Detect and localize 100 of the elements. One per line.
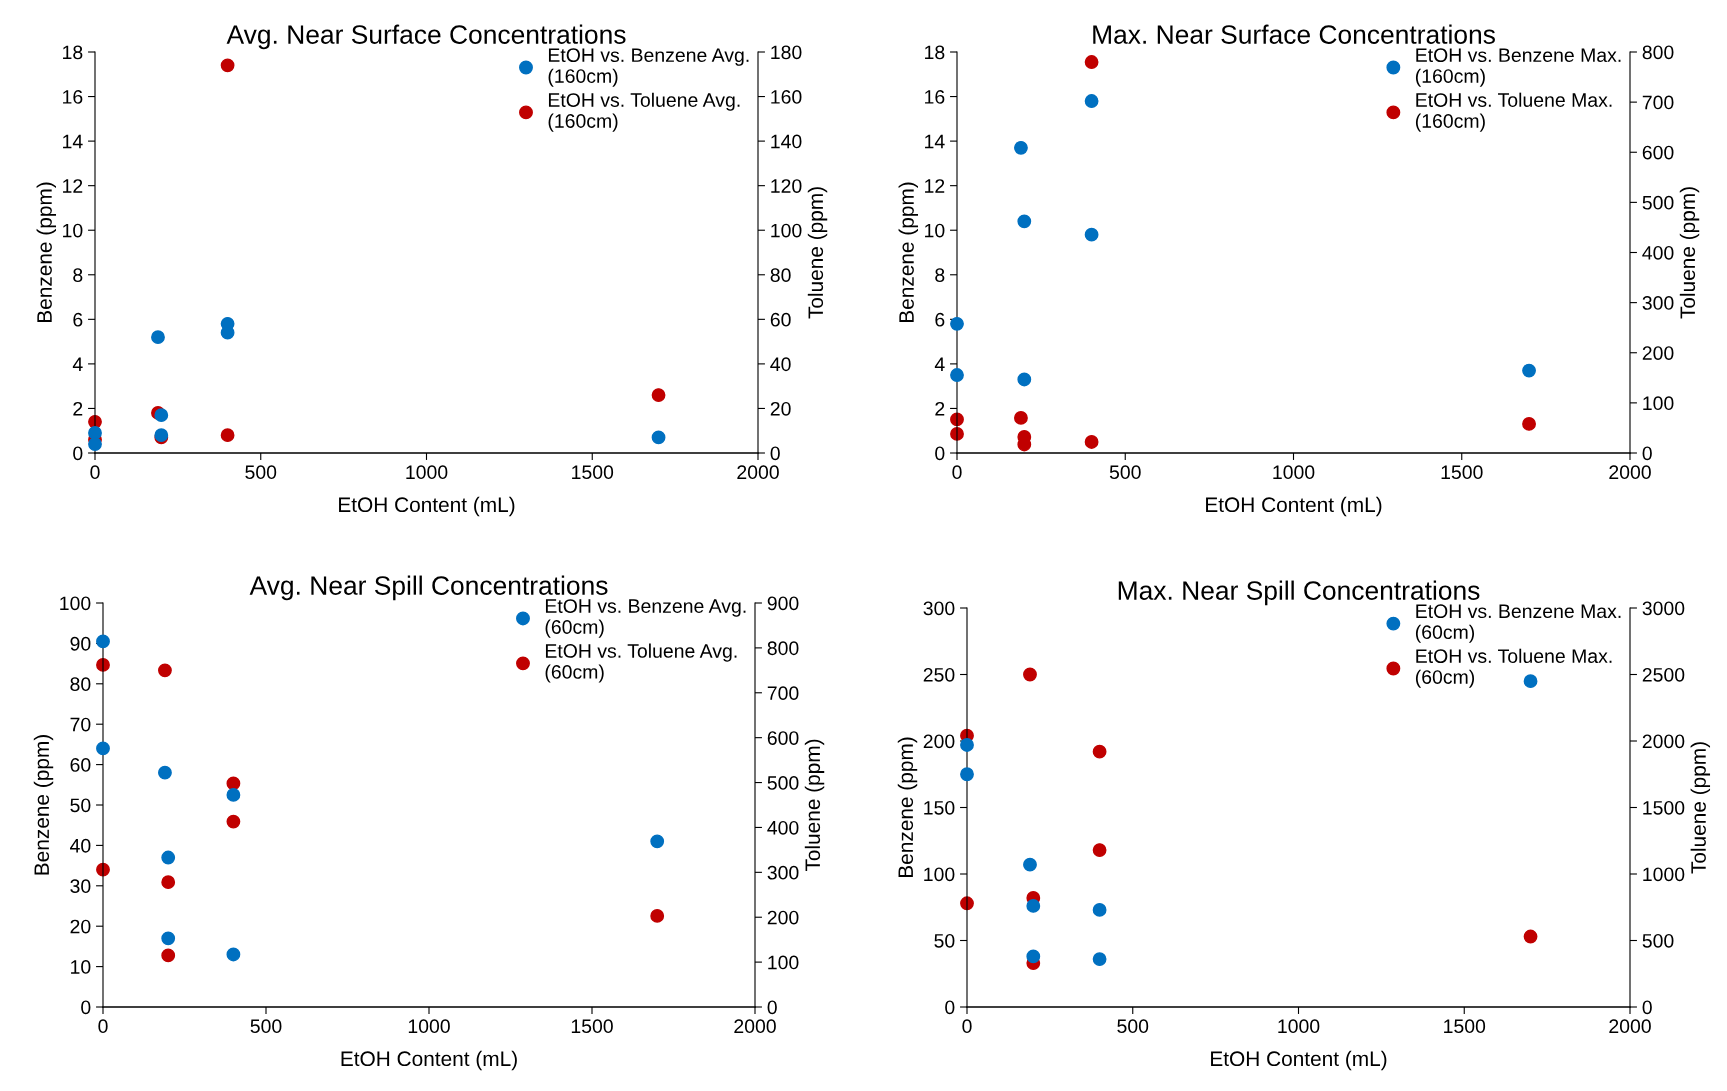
x-tick-label: 1000	[408, 1019, 450, 1034]
point	[88, 437, 102, 451]
y-tick-label: 90	[70, 636, 91, 651]
point	[650, 834, 665, 849]
y2-axis-title: Toluene (ppm)	[807, 187, 828, 319]
point	[1523, 674, 1538, 689]
point	[651, 388, 666, 402]
point	[651, 430, 666, 445]
x-tick-label: 1000	[1273, 465, 1315, 480]
legend-label: EtOH vs. Benzene Avg. (60cm)	[545, 599, 746, 638]
point	[161, 948, 176, 963]
y2-tick-label: 300	[767, 865, 799, 880]
y-tick-label: 6	[935, 312, 945, 327]
y-tick-label: 18	[63, 45, 83, 60]
x-tick-label: 0	[98, 1019, 108, 1034]
y2-tick-label: 20	[770, 401, 791, 416]
y2-tick-label: 0	[770, 446, 780, 461]
legend-label: EtOH vs. Toluene Avg. (60cm)	[545, 643, 737, 683]
y2-tick-label: 600	[767, 731, 799, 745]
point	[1023, 857, 1037, 872]
y2-tick-label: 3000	[1642, 601, 1685, 616]
legend-label: EtOH vs. Benzene Max. (60cm)	[1415, 604, 1621, 643]
point	[1017, 372, 1032, 387]
y2-tick-label: 1000	[1643, 867, 1685, 882]
x-tick-label: 1000	[406, 465, 448, 480]
y-tick-label: 200	[923, 734, 955, 749]
y-axis-title: Benzene (ppm)	[898, 182, 919, 322]
y2-tick-label: 0	[1642, 1000, 1652, 1015]
point	[88, 426, 102, 440]
y-tick-label: 0	[945, 1000, 955, 1015]
point	[1092, 843, 1107, 857]
y2-tick-label: 60	[770, 312, 791, 327]
point	[960, 767, 974, 782]
y2-tick-label: 800	[1642, 45, 1674, 60]
point	[950, 316, 964, 331]
y-tick-label: 6	[73, 312, 83, 327]
y-tick-label: 100	[60, 596, 91, 611]
y-tick-label: 18	[925, 45, 945, 60]
y2-tick-label: 700	[767, 686, 799, 701]
y-axis-title: Benzene (ppm)	[36, 182, 57, 322]
point	[154, 408, 169, 423]
y-tick-label: 12	[925, 179, 945, 193]
x-axis-title: EtOH Content (mL)	[1206, 496, 1382, 517]
y-tick-label: 30	[70, 879, 91, 894]
y-axis-title: Benzene (ppm)	[897, 737, 918, 877]
x-tick-label: 0	[962, 1019, 972, 1034]
y-tick-label: 250	[923, 667, 955, 682]
point	[1014, 140, 1028, 155]
y-tick-label: 10	[71, 960, 91, 974]
x-tick-label: 2000	[734, 1019, 776, 1034]
point	[226, 814, 241, 829]
y-axis-title: Benzene (ppm)	[33, 735, 54, 875]
y-tick-label: 300	[923, 601, 955, 616]
y2-tick-label: 800	[767, 641, 799, 656]
y2-tick-label: 0	[1642, 446, 1652, 461]
y2-tick-label: 500	[1642, 933, 1674, 948]
y-tick-label: 14	[63, 134, 83, 149]
point	[1026, 899, 1041, 913]
point	[226, 776, 241, 791]
y2-axis-title: Toluene (ppm)	[804, 739, 825, 872]
y2-tick-label: 200	[767, 910, 799, 925]
point	[1017, 214, 1032, 229]
x-tick-label: 2000	[737, 465, 779, 480]
x-tick-label: 500	[1117, 1019, 1149, 1034]
y-tick-label: 8	[73, 268, 83, 283]
x-tick-label: 500	[1109, 465, 1141, 480]
y-tick-label: 12	[63, 179, 83, 193]
y-tick-label: 80	[70, 677, 91, 692]
y2-tick-label: 900	[767, 596, 799, 611]
point	[220, 58, 235, 73]
y-tick-label: 50	[934, 933, 955, 948]
y-tick-label: 0	[73, 446, 83, 461]
y-tick-label: 20	[70, 919, 91, 934]
x-tick-label: 1500	[1444, 1019, 1486, 1034]
y-tick-label: 0	[935, 446, 945, 461]
y2-tick-label: 140	[771, 134, 802, 149]
x-tick-label: 1500	[571, 1019, 613, 1034]
point	[161, 931, 176, 946]
y-tick-label: 50	[70, 798, 91, 813]
x-tick-label: 500	[245, 465, 277, 480]
x-tick-label: 1500	[1441, 465, 1483, 480]
point	[1522, 363, 1536, 378]
point	[960, 738, 974, 752]
point	[1092, 952, 1107, 967]
y-tick-label: 2	[935, 401, 945, 416]
point	[1084, 94, 1099, 108]
y2-tick-label: 160	[771, 90, 802, 104]
y-tick-label: 8	[935, 268, 945, 283]
x-tick-label: 1000	[1278, 1019, 1320, 1034]
legend-label: EtOH vs. Toluene Avg. (160cm)	[548, 92, 740, 132]
x-tick-label: 500	[250, 1019, 282, 1034]
point	[1092, 903, 1107, 917]
x-axis-title: EtOH Content (mL)	[339, 496, 515, 517]
legend-label: EtOH vs. Toluene Max. (160cm)	[1415, 92, 1612, 132]
legend-label: EtOH vs. Benzene Avg. (160cm)	[548, 48, 749, 87]
y-tick-label: 60	[70, 758, 91, 772]
y-tick-label: 4	[934, 357, 945, 371]
y2-tick-label: 0	[767, 1000, 777, 1015]
y2-tick-label: 700	[1642, 95, 1674, 110]
chart-title: Max. Near Surface Concentrations	[1093, 24, 1495, 44]
